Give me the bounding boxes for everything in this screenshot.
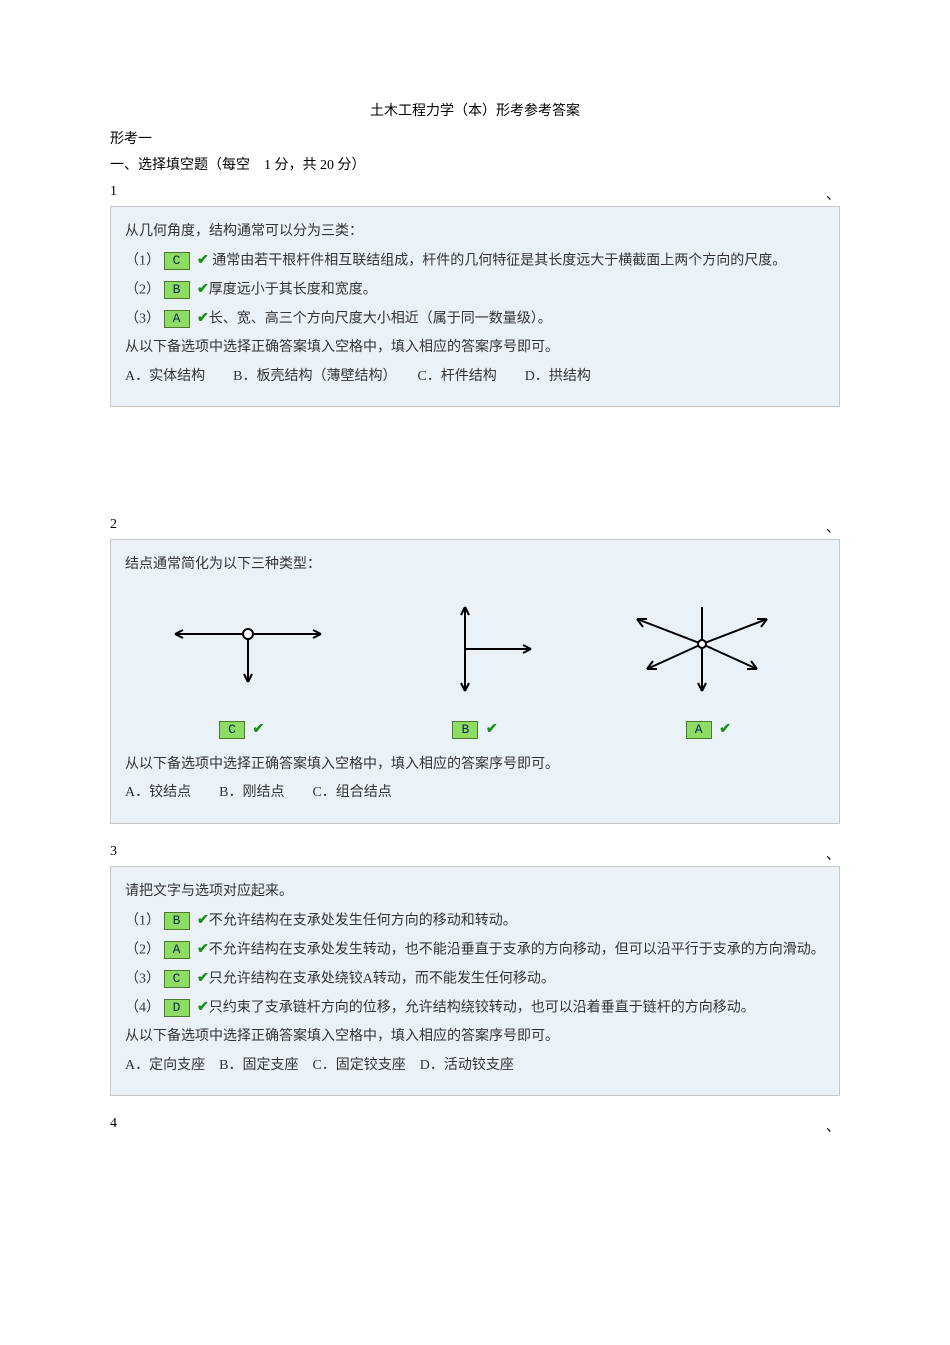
question-number-4: 4 、 [110, 1116, 840, 1136]
answer-box[interactable]: C [219, 721, 245, 739]
q2-intro: 结点通常简化为以下三种类型： [125, 552, 825, 579]
answer-box[interactable]: B [452, 721, 478, 739]
check-icon: ✔ [197, 1000, 209, 1015]
spacer [110, 407, 840, 507]
check-icon: ✔ [197, 971, 209, 986]
answer-box[interactable]: A [686, 721, 712, 739]
section-heading: 一、选择填空题（每空 1 分，共 20 分） [110, 154, 840, 174]
answer-box[interactable]: C [164, 970, 190, 988]
question-number-2: 2 、 [110, 517, 840, 537]
q3-r4-prefix: （4） [125, 1000, 160, 1015]
q2-answer-1: C ✔ [152, 717, 332, 744]
q2-diagrams [125, 581, 825, 707]
q3-item-4: （4） D ✔只约束了支承链杆方向的位移，允许结构绕铰转动，也可以沿着垂直于链杆… [125, 995, 825, 1022]
check-icon: ✔ [197, 942, 209, 957]
q3-options: A．定向支座 B．固定支座 C．固定铰支座 D．活动铰支座 [125, 1053, 825, 1080]
node-diagram-1 [158, 604, 338, 694]
answer-box[interactable]: A [164, 941, 190, 959]
qnum-label: 2 [110, 517, 117, 537]
qnum-tick: 、 [826, 184, 840, 204]
answer-box[interactable]: A [164, 310, 190, 328]
q3-r2-text: 不允许结构在支承处发生转动，也不能沿垂直于支承的方向移动，但可以沿平行于支承的方… [209, 942, 825, 957]
question-number-3: 3 、 [110, 844, 840, 864]
doc-subtitle: 形考一 [110, 128, 840, 148]
q3-item-1: （1） B ✔不允许结构在支承处发生任何方向的移动和转动。 [125, 908, 825, 935]
page: 土木工程力学（本）形考参考答案 形考一 一、选择填空题（每空 1 分，共 20 … [0, 0, 950, 1178]
q3-item-3: （3） C ✔只允许结构在支承处绕铰A转动，而不能发生任何移动。 [125, 966, 825, 993]
q2-hint: 从以下备选项中选择正确答案填入空格中，填入相应的答案序号即可。 [125, 752, 825, 779]
q1-r3-prefix: （3） [125, 311, 160, 326]
q3-r3-text: 只允许结构在支承处绕铰A转动，而不能发生任何移动。 [209, 971, 555, 986]
answer-box[interactable]: C [164, 252, 190, 270]
qnum-tick: 、 [826, 517, 840, 537]
q2-answer-2: B ✔ [385, 717, 565, 744]
check-icon: ✔ [197, 282, 209, 297]
node-diagram-2 [385, 599, 565, 699]
answer-box[interactable]: D [164, 999, 190, 1017]
q3-r1-text: 不允许结构在支承处发生任何方向的移动和转动。 [209, 913, 517, 928]
qnum-label: 3 [110, 844, 117, 864]
check-icon: ✔ [197, 913, 209, 928]
q3-r2-prefix: （2） [125, 942, 160, 957]
q1-r3-text: 长、宽、高三个方向尺度大小相近（属于同一数量级）。 [209, 311, 552, 326]
q1-r1-text: 通常由若干根杆件相互联结组成，杆件的几何特征是其长度远大于横截面上两个方向的尺度… [212, 253, 786, 268]
check-icon: ✔ [197, 311, 209, 326]
answer-box[interactable]: B [164, 912, 190, 930]
q2-answers-row: C ✔ B ✔ A ✔ [125, 707, 825, 752]
q1-hint: 从以下备选项中选择正确答案填入空格中，填入相应的答案序号即可。 [125, 335, 825, 362]
qnum-tick: 、 [826, 844, 840, 864]
q2-answer-3: A ✔ [618, 717, 798, 744]
qnum-label: 1 [110, 184, 117, 204]
q2-options: A．铰结点 B．刚结点 C．组合结点 [125, 780, 825, 807]
q1-r2-text: 厚度远小于其长度和宽度。 [209, 282, 377, 297]
q3-r3-prefix: （3） [125, 971, 160, 986]
q1-item-2: （2） B ✔厚度远小于其长度和宽度。 [125, 277, 825, 304]
q3-intro: 请把文字与选项对应起来。 [125, 879, 825, 906]
question-panel-3: 请把文字与选项对应起来。 （1） B ✔不允许结构在支承处发生任何方向的移动和转… [110, 866, 840, 1096]
qnum-label: 4 [110, 1116, 117, 1136]
question-number-1: 1 、 [110, 184, 840, 204]
q3-r1-prefix: （1） [125, 913, 160, 928]
q1-r1-prefix: （1） [125, 253, 160, 268]
q1-options: A．实体结构 B．板壳结构（薄壁结构） C．杆件结构 D．拱结构 [125, 364, 825, 391]
node-diagram-3 [612, 599, 792, 699]
q3-r4-text: 只约束了支承链杆方向的位移，允许结构绕铰转动，也可以沿着垂直于链杆的方向移动。 [209, 1000, 755, 1015]
q1-intro: 从几何角度，结构通常可以分为三类： [125, 219, 825, 246]
doc-title: 土木工程力学（本）形考参考答案 [110, 100, 840, 120]
answer-box[interactable]: B [164, 281, 190, 299]
q1-item-1: （1） C ✔ 通常由若干根杆件相互联结组成，杆件的几何特征是其长度远大于横截面… [125, 248, 825, 275]
check-icon: ✔ [197, 253, 209, 268]
q3-item-2: （2） A ✔不允许结构在支承处发生转动，也不能沿垂直于支承的方向移动，但可以沿… [125, 937, 825, 964]
qnum-tick: 、 [826, 1116, 840, 1136]
q1-r2-prefix: （2） [125, 282, 160, 297]
check-icon: ✔ [719, 722, 731, 737]
check-icon: ✔ [253, 722, 265, 737]
q3-hint: 从以下备选项中选择正确答案填入空格中，填入相应的答案序号即可。 [125, 1024, 825, 1051]
question-panel-2: 结点通常简化为以下三种类型： [110, 539, 840, 824]
check-icon: ✔ [486, 722, 498, 737]
q1-item-3: （3） A ✔长、宽、高三个方向尺度大小相近（属于同一数量级）。 [125, 306, 825, 333]
spacer [110, 824, 840, 834]
question-panel-1: 从几何角度，结构通常可以分为三类： （1） C ✔ 通常由若干根杆件相互联结组成… [110, 206, 840, 407]
spacer [110, 1096, 840, 1106]
